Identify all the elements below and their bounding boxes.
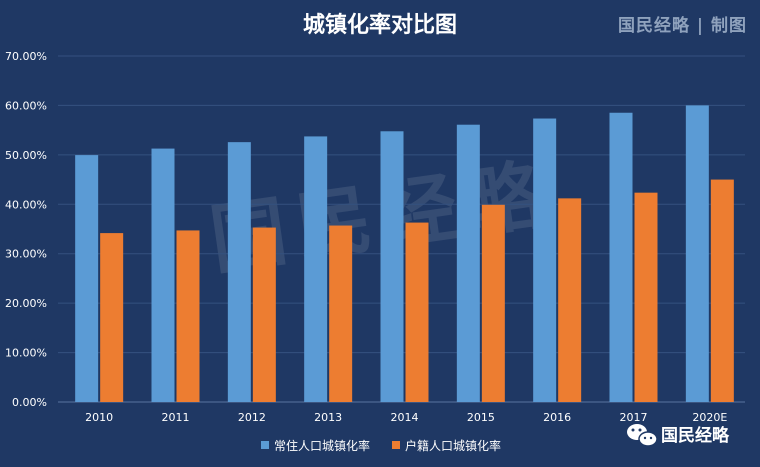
x-axis-ticks: 2010 2011 2012 2013 2014 2015 2016 2017 2020E bbox=[85, 411, 727, 424]
wechat-badge: 国民经略 bbox=[627, 424, 730, 447]
bar-resident bbox=[609, 112, 633, 402]
y-tick-label: 10.00% bbox=[5, 347, 47, 360]
bar-resident bbox=[380, 131, 404, 402]
bar-resident bbox=[304, 136, 328, 402]
chart-title: 城镇化率对比图 bbox=[303, 12, 457, 38]
x-tick-label: 2013 bbox=[314, 411, 342, 424]
y-axis-ticks: 0.00% 10.00% 20.00% 30.00% 40.00% 50.00% 60.00… bbox=[5, 50, 47, 409]
y-tick-label: 70.00% bbox=[5, 50, 47, 63]
bar-household bbox=[252, 227, 276, 402]
legend: 常住人口城镇化率 户籍人口城镇化率 bbox=[261, 438, 501, 453]
x-tick-label: 2016 bbox=[543, 411, 571, 424]
x-tick-label: 2012 bbox=[238, 411, 266, 424]
x-tick-label: 2017 bbox=[620, 411, 648, 424]
y-tick-label: 60.00% bbox=[5, 99, 47, 112]
bar-household bbox=[634, 192, 658, 402]
bar-household bbox=[100, 233, 124, 402]
y-tick-label: 40.00% bbox=[5, 198, 47, 211]
legend-label-resident: 常住人口城镇化率 bbox=[274, 438, 370, 453]
bar-household bbox=[405, 222, 429, 402]
y-tick-label: 30.00% bbox=[5, 248, 47, 261]
bar-resident bbox=[533, 118, 557, 402]
y-tick-label: 0.00% bbox=[12, 396, 47, 409]
bar-household bbox=[176, 230, 200, 402]
wechat-icon bbox=[627, 424, 658, 447]
bar-household bbox=[558, 198, 582, 402]
bar-household bbox=[329, 225, 353, 402]
legend-swatch-resident bbox=[261, 441, 269, 449]
x-tick-label: 2010 bbox=[85, 411, 113, 424]
wechat-label: 国民经略 bbox=[661, 425, 730, 446]
x-tick-label: 2015 bbox=[467, 411, 495, 424]
x-tick-label: 2011 bbox=[162, 411, 190, 424]
bar-household bbox=[710, 179, 734, 402]
bar-resident bbox=[151, 148, 175, 402]
bar-resident bbox=[685, 105, 709, 402]
x-tick-label: 2020E bbox=[692, 411, 727, 424]
legend-swatch-household bbox=[392, 441, 400, 449]
bar-resident bbox=[456, 124, 480, 402]
bar-resident bbox=[75, 155, 99, 402]
y-tick-label: 20.00% bbox=[5, 297, 47, 310]
bar-series bbox=[75, 105, 734, 403]
bar-household bbox=[481, 204, 505, 402]
x-tick-label: 2014 bbox=[391, 411, 419, 424]
bar-resident bbox=[227, 142, 251, 403]
legend-label-household: 户籍人口城镇化率 bbox=[405, 438, 501, 453]
brand-mark: 国民经略 | 制图 bbox=[618, 15, 747, 36]
y-tick-label: 50.00% bbox=[5, 149, 47, 162]
